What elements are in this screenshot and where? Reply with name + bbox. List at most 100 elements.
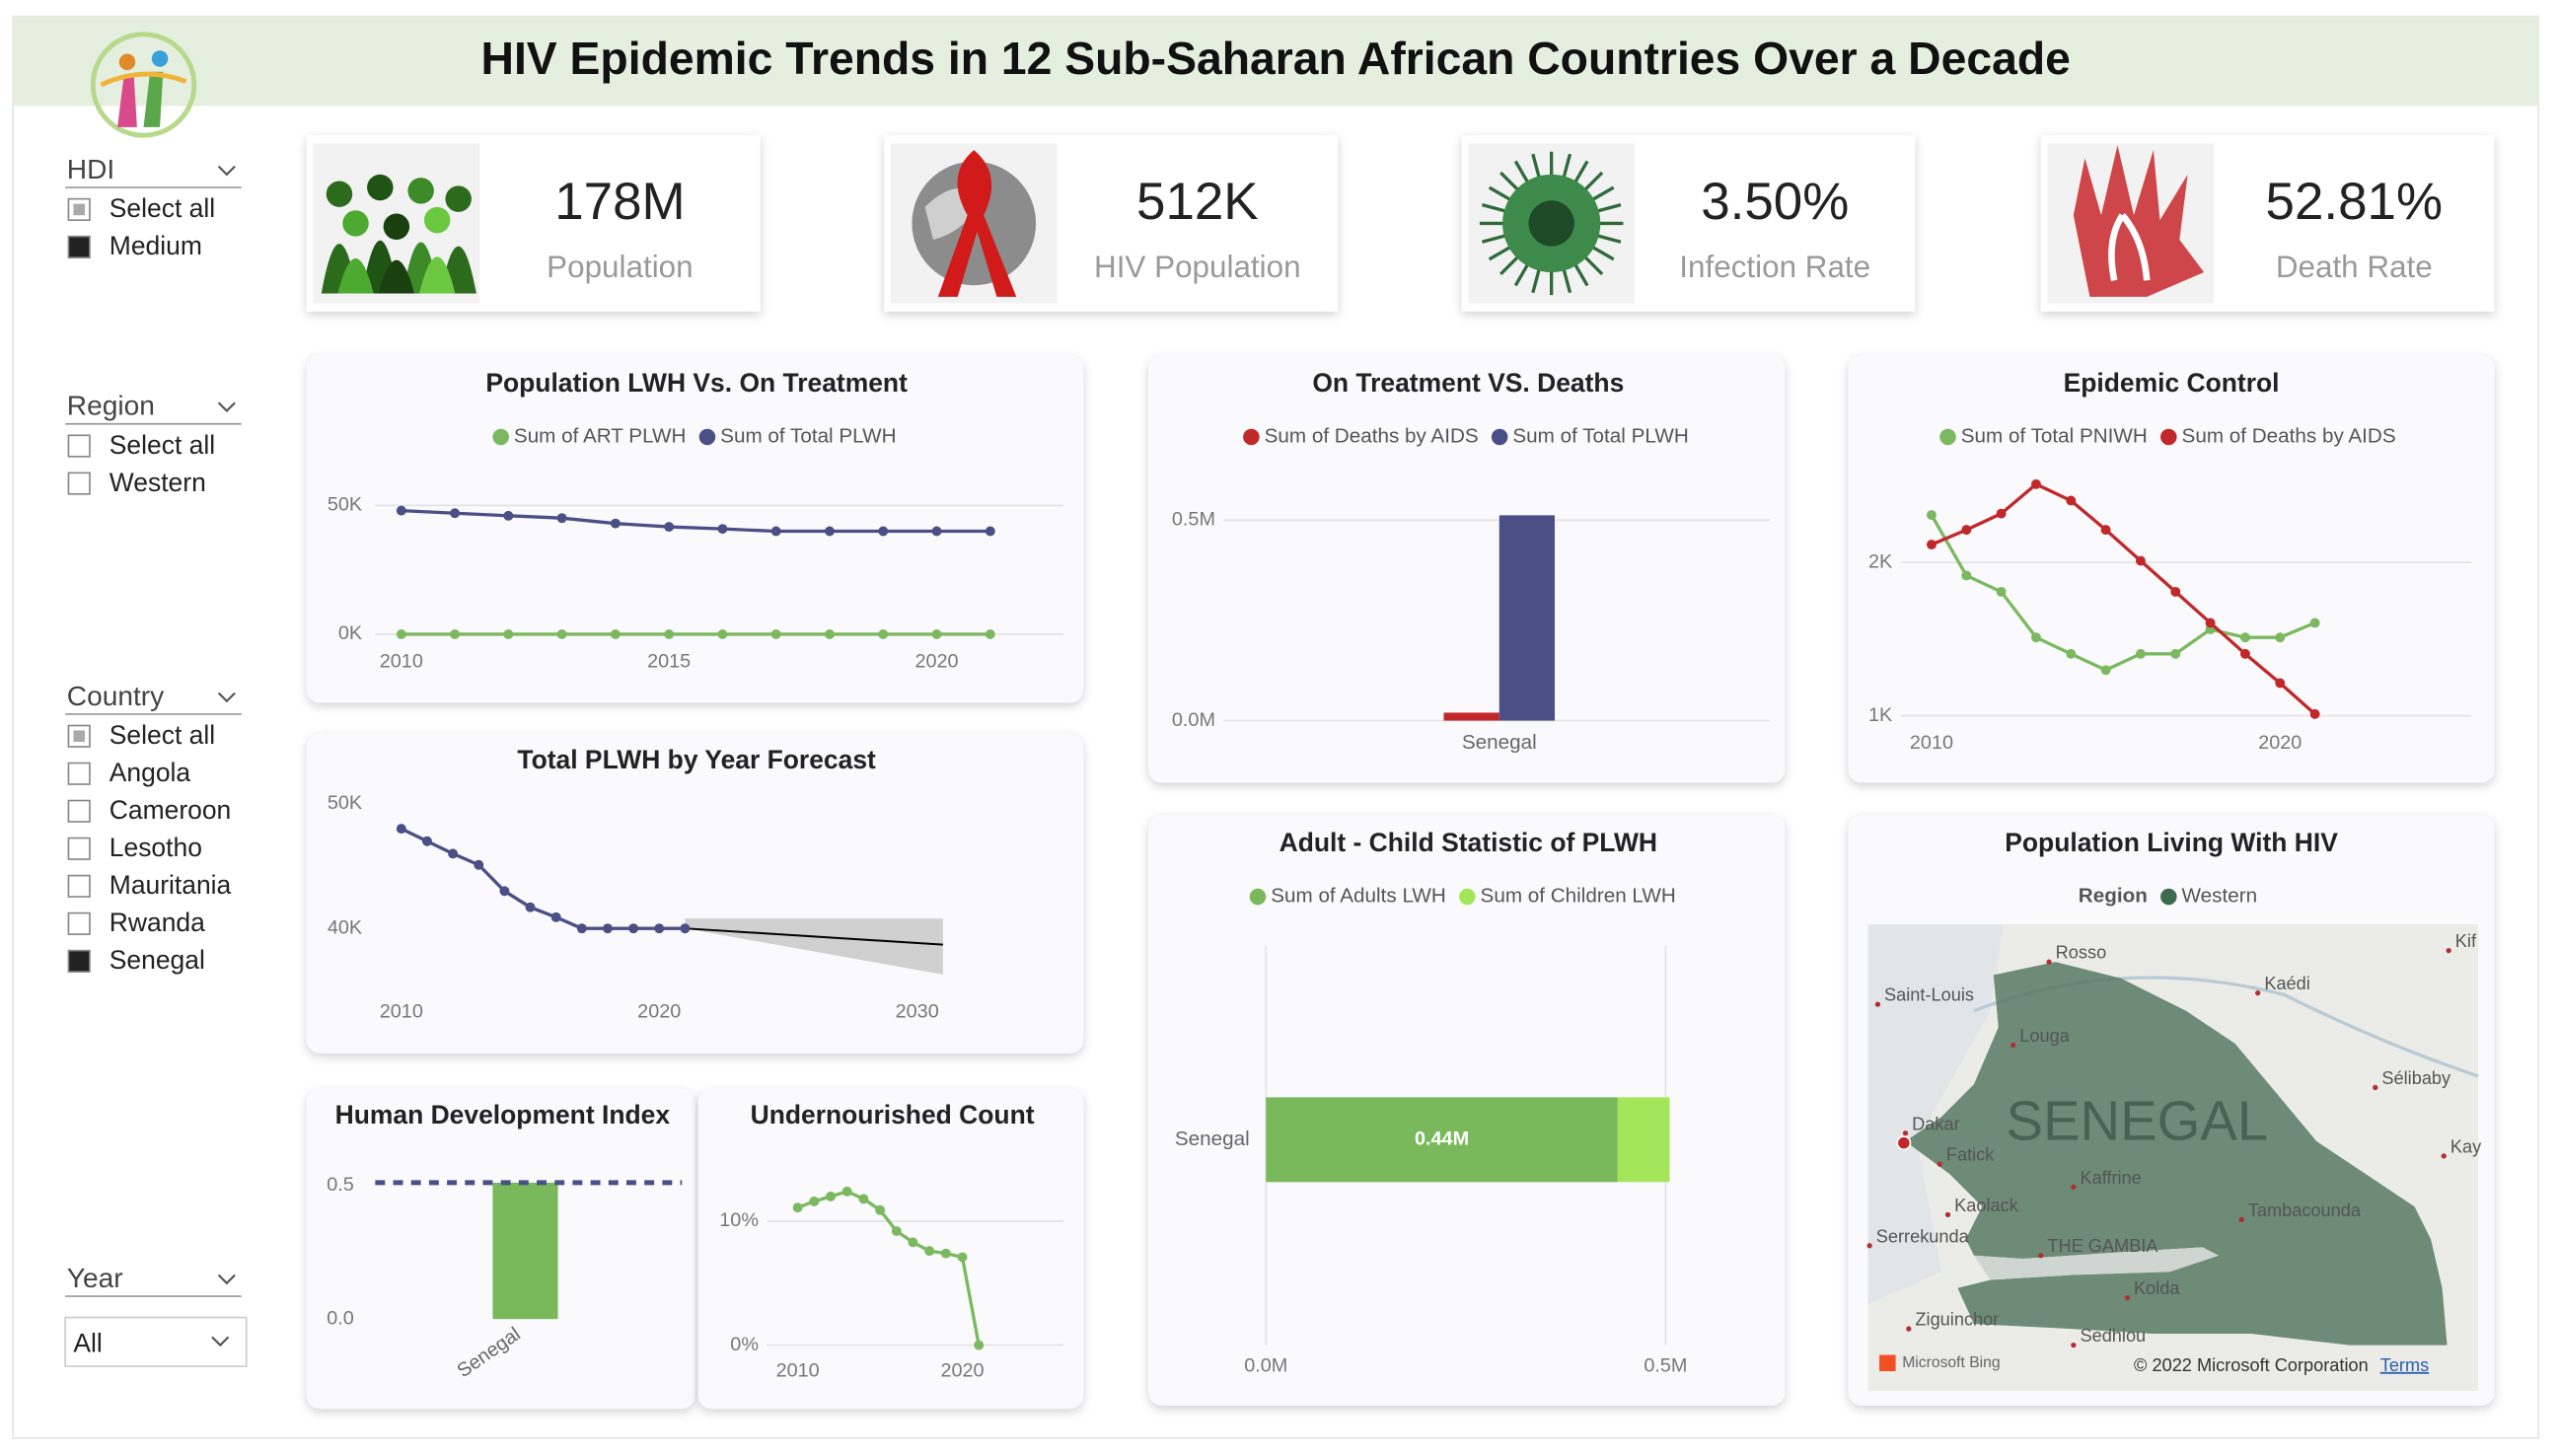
slicer-checkbox[interactable] xyxy=(67,235,91,258)
data-point xyxy=(680,923,691,934)
slicer-item[interactable]: Select all xyxy=(110,430,215,460)
map-terms[interactable]: Terms xyxy=(2380,1355,2429,1375)
map-place-label: Tambacounda xyxy=(2248,1201,2362,1220)
slicer-item[interactable]: Select all xyxy=(110,193,215,223)
icon-person-head xyxy=(383,213,410,240)
slicer-checkbox[interactable] xyxy=(67,434,91,458)
map-place-label: THE GAMBIA xyxy=(2047,1236,2158,1256)
series-line xyxy=(1931,481,2316,716)
y-tick-label: 0.0M xyxy=(1172,709,1215,731)
icon-hand xyxy=(2073,145,2205,297)
map-place-label: Sedhiou xyxy=(2080,1326,2146,1346)
map-place-label: Kaolack xyxy=(1954,1196,2019,1215)
slicer-checkbox[interactable] xyxy=(67,837,91,860)
bar-segment xyxy=(1266,1097,1618,1183)
map-place-label: Kay xyxy=(2450,1136,2482,1156)
map-place-label: Rosso xyxy=(2056,943,2107,963)
data-point xyxy=(825,526,835,537)
kpi-value: 512K xyxy=(1136,173,1259,231)
data-point xyxy=(875,1204,886,1215)
x-tick-label: 2015 xyxy=(647,650,691,672)
slicer-item[interactable]: Angola xyxy=(110,758,191,787)
chart-title: Population LWH Vs. On Treatment xyxy=(485,368,908,398)
y-tick-label: 2K xyxy=(1868,550,1892,572)
icon-person-body xyxy=(378,259,415,294)
bar xyxy=(1498,515,1555,721)
data-point xyxy=(396,505,406,516)
chart-title: Adult - Child Statistic of PLWH xyxy=(1279,828,1657,857)
data-point xyxy=(891,1226,902,1236)
data-point xyxy=(2066,495,2077,506)
data-point xyxy=(2239,648,2250,659)
x-tick-label: 2010 xyxy=(380,650,423,672)
map-city-dot xyxy=(2010,1042,2016,1049)
map-place-label: Kaffrine xyxy=(2080,1168,2141,1188)
map-bubble[interactable] xyxy=(1896,1135,1912,1151)
data-point xyxy=(448,848,459,859)
data-point xyxy=(924,1246,935,1257)
data-point xyxy=(792,1202,803,1213)
chart-card xyxy=(1148,355,1786,783)
data-point xyxy=(2135,555,2146,566)
map-city-dot xyxy=(1866,1243,1872,1249)
slicer-title: Year xyxy=(67,1263,123,1293)
data-point xyxy=(610,629,621,639)
legend-label: Western xyxy=(2182,885,2258,908)
data-point xyxy=(770,629,781,639)
slicer-item[interactable]: Medium xyxy=(110,231,202,260)
forecast-line xyxy=(685,927,943,946)
slicer-chevron xyxy=(217,1274,236,1285)
data-point xyxy=(628,923,639,934)
data-point xyxy=(2309,618,2320,628)
map-place-label: Sélibaby xyxy=(2381,1068,2451,1088)
slicer-title: HDI xyxy=(67,154,114,184)
slicer-checkbox[interactable] xyxy=(67,762,91,785)
map-place-label: Serrekunda xyxy=(1876,1226,1970,1246)
data-point xyxy=(576,923,587,934)
map-visual: Population Living With HIV Region Western S… xyxy=(1866,828,2482,1391)
data-point xyxy=(931,526,942,537)
data-label: 0.44M xyxy=(1415,1128,1469,1150)
data-point xyxy=(664,522,675,533)
chart-title: Human Development Index xyxy=(335,1100,671,1129)
slicer-checkbox[interactable] xyxy=(67,472,91,495)
data-point xyxy=(503,510,514,521)
dropdown-value[interactable]: All xyxy=(73,1329,102,1358)
data-point xyxy=(878,629,889,639)
map-city-dot xyxy=(2373,1084,2378,1091)
y-tick-label: 50K xyxy=(328,494,362,516)
y-tick-label: 0.5 xyxy=(327,1174,354,1196)
y-tick-label: 0.5M xyxy=(1172,508,1215,530)
slicer-item[interactable]: Western xyxy=(110,468,206,497)
kpi-value: 52.81% xyxy=(2266,173,2443,231)
slicer-item[interactable]: Lesotho xyxy=(110,833,202,862)
legend-label: Sum of ART PLWH xyxy=(514,424,687,447)
data-point xyxy=(931,629,942,639)
data-point xyxy=(396,629,406,639)
slicer-item[interactable]: Cameroon xyxy=(110,795,231,825)
bar-segment xyxy=(1617,1097,1670,1183)
slicer-item[interactable]: Mauritania xyxy=(110,870,232,900)
data-point xyxy=(1996,586,2007,597)
slicer-item[interactable]: Senegal xyxy=(110,945,205,975)
data-point xyxy=(503,629,514,639)
slicer-title: Region xyxy=(67,391,155,421)
slicer-checkbox[interactable] xyxy=(67,911,91,935)
slicer-item[interactable]: Select all xyxy=(110,720,215,750)
data-point xyxy=(717,629,728,639)
data-point xyxy=(2275,678,2286,689)
legend-title: Region xyxy=(2079,885,2148,908)
chart-title: On Treatment VS. Deaths xyxy=(1312,368,1624,398)
data-point xyxy=(2170,586,2181,597)
slicer-checkbox[interactable] xyxy=(67,874,91,898)
bar xyxy=(1443,712,1499,721)
slicer-checkbox[interactable] xyxy=(67,799,91,823)
slicer-checkbox[interactable] xyxy=(67,949,91,973)
chart: Adult - Child Statistic of PLWH Sum of Ad… xyxy=(1175,828,1688,1376)
logo xyxy=(90,32,197,138)
map-city-dot xyxy=(1874,1001,1881,1007)
slicer-title: Country xyxy=(67,681,164,711)
slicer-item[interactable]: Rwanda xyxy=(110,908,205,937)
kpi-label: HIV Population xyxy=(1094,250,1301,284)
